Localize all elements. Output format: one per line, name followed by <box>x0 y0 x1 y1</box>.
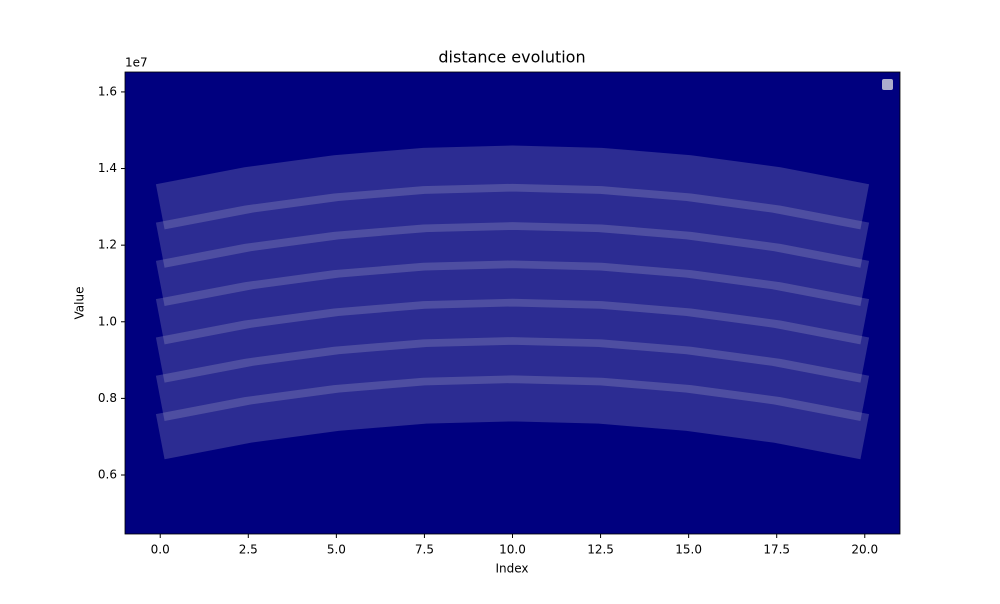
y-tick-label: 0.8 <box>98 391 117 405</box>
plot-background <box>125 72 900 534</box>
x-tick-label: 17.5 <box>763 543 790 557</box>
series-line <box>155 183 870 268</box>
x-tick-label: 5.0 <box>327 543 346 557</box>
x-tick-label: 15.0 <box>675 543 702 557</box>
series-line <box>155 260 870 345</box>
y-offset-label: 1e7 <box>125 56 148 70</box>
y-tick-label: 0.6 <box>98 468 117 482</box>
x-tick-label: 10.0 <box>499 543 526 557</box>
y-tick-label: 1.0 <box>98 314 117 328</box>
x-tick-label: 0.0 <box>151 543 170 557</box>
y-axis-label: Value <box>73 287 87 320</box>
x-tick-label: 7.5 <box>415 543 434 557</box>
chart-title: distance evolution <box>438 48 585 67</box>
series-line <box>155 337 870 421</box>
series-line <box>155 145 870 230</box>
y-tick-label: 1.2 <box>98 238 117 252</box>
x-tick-label: 20.0 <box>851 543 878 557</box>
series-line <box>155 375 870 460</box>
x-axis-label: Index <box>495 562 528 576</box>
x-tick-label: 2.5 <box>239 543 258 557</box>
y-tick-label: 1.6 <box>98 84 117 98</box>
series-line <box>155 222 870 307</box>
x-tick-label: 12.5 <box>587 543 614 557</box>
legend <box>882 79 893 90</box>
y-tick-label: 1.4 <box>98 161 117 175</box>
series-line <box>155 298 870 383</box>
